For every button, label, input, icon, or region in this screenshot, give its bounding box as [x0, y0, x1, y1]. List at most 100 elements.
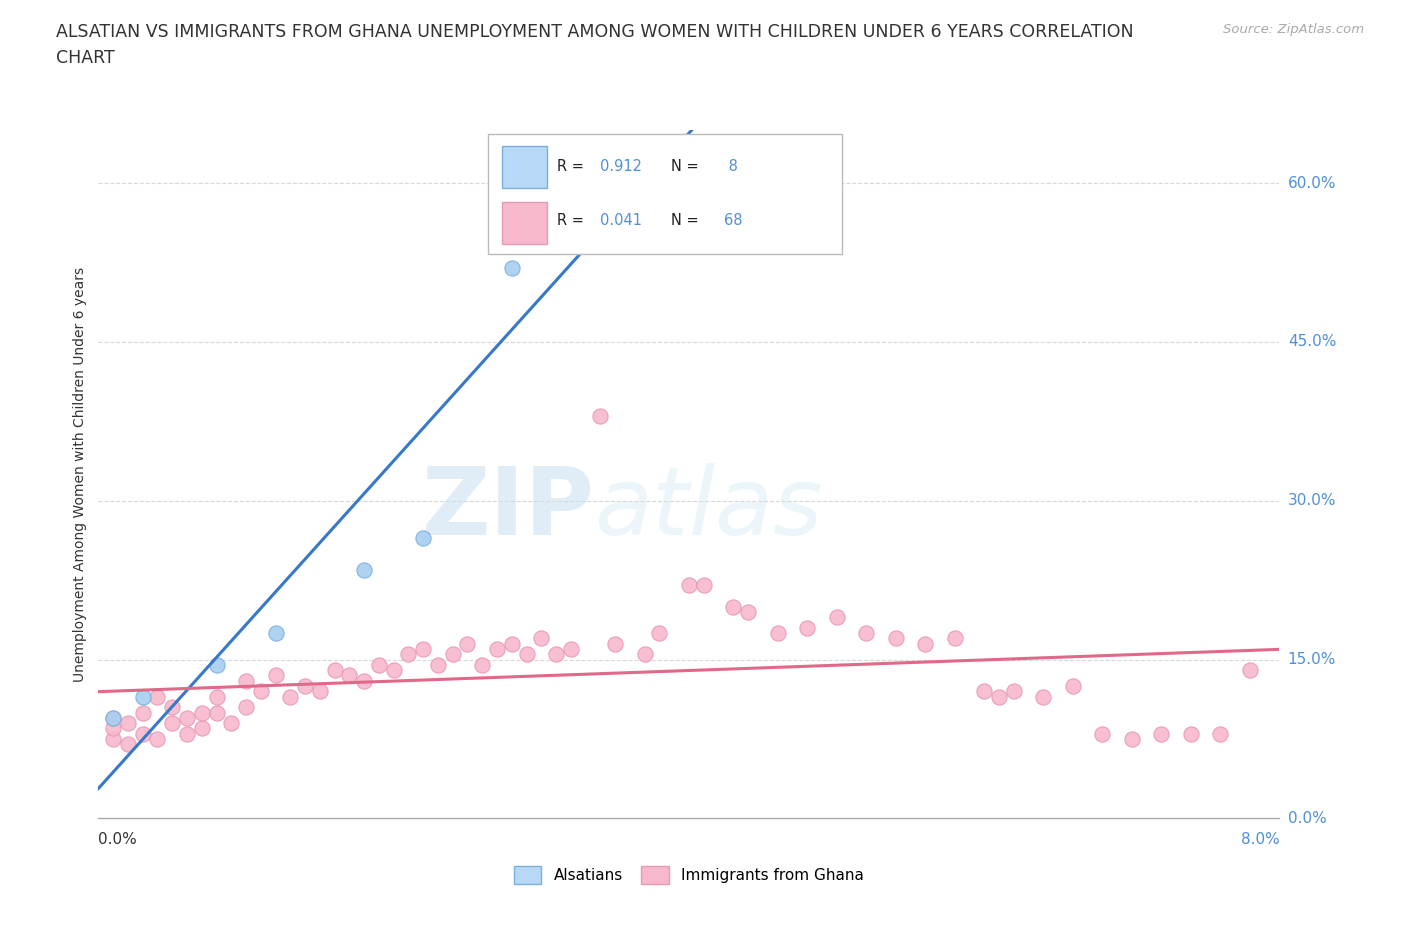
Point — [1032, 689, 1054, 704]
Point — [471, 658, 494, 672]
Text: R =: R = — [557, 159, 588, 174]
Point — [205, 658, 228, 672]
Point — [693, 578, 716, 593]
Point — [1062, 679, 1084, 694]
Point — [103, 711, 125, 725]
Point — [117, 737, 139, 751]
Text: ALSATIAN VS IMMIGRANTS FROM GHANA UNEMPLOYMENT AMONG WOMEN WITH CHILDREN UNDER 6: ALSATIAN VS IMMIGRANTS FROM GHANA UNEMPL… — [56, 23, 1133, 41]
Y-axis label: Unemployment Among Women with Children Under 6 years: Unemployment Among Women with Children U… — [73, 267, 87, 682]
Point — [117, 716, 139, 731]
Point — [176, 726, 198, 741]
Point — [530, 631, 553, 645]
Point — [1209, 726, 1232, 741]
Point — [103, 721, 125, 736]
Point — [221, 716, 243, 731]
Text: 0.0%: 0.0% — [1288, 811, 1326, 826]
Point — [723, 599, 745, 614]
Point — [412, 642, 434, 657]
Point — [973, 684, 995, 698]
Point — [560, 642, 582, 657]
Text: Source: ZipAtlas.com: Source: ZipAtlas.com — [1223, 23, 1364, 36]
Point — [398, 647, 420, 662]
Point — [855, 626, 877, 641]
Point — [1121, 732, 1143, 747]
Text: 45.0%: 45.0% — [1288, 335, 1336, 350]
Point — [884, 631, 907, 645]
Point — [353, 673, 375, 688]
Point — [146, 689, 169, 704]
Point — [132, 705, 155, 720]
Point — [280, 689, 302, 704]
Point — [235, 699, 257, 714]
Point — [205, 705, 228, 720]
Point — [796, 620, 818, 635]
Point — [1239, 663, 1261, 678]
Point — [250, 684, 273, 698]
Point — [235, 673, 257, 688]
Text: CHART: CHART — [56, 49, 115, 67]
Point — [648, 626, 671, 641]
Point — [309, 684, 332, 698]
Legend: Alsatians, Immigrants from Ghana: Alsatians, Immigrants from Ghana — [508, 860, 870, 890]
Point — [501, 260, 523, 275]
Point — [146, 732, 169, 747]
Point — [943, 631, 966, 645]
Point — [501, 636, 523, 651]
Point — [1150, 726, 1173, 741]
Point — [103, 732, 125, 747]
Point — [457, 636, 479, 651]
Point — [176, 711, 198, 725]
Text: 15.0%: 15.0% — [1288, 652, 1336, 667]
Point — [560, 181, 582, 196]
Point — [516, 647, 538, 662]
Point — [368, 658, 391, 672]
Point — [546, 647, 568, 662]
Point — [162, 716, 183, 731]
Point — [766, 626, 789, 641]
Point — [323, 663, 346, 678]
Point — [1091, 726, 1114, 741]
Point — [264, 626, 287, 641]
Point — [1002, 684, 1025, 698]
Text: 0.041: 0.041 — [600, 214, 643, 229]
Point — [427, 658, 450, 672]
Text: 0.0%: 0.0% — [98, 832, 138, 847]
Text: 8.0%: 8.0% — [1240, 832, 1279, 847]
Point — [441, 647, 464, 662]
Text: ZIP: ZIP — [422, 463, 595, 554]
Point — [1180, 726, 1202, 741]
Point — [737, 604, 759, 619]
Point — [988, 689, 1011, 704]
Point — [589, 408, 612, 423]
Point — [339, 668, 361, 683]
Text: R =: R = — [557, 214, 588, 229]
Text: 60.0%: 60.0% — [1288, 176, 1336, 191]
Point — [191, 705, 214, 720]
Point — [914, 636, 936, 651]
Text: 8: 8 — [724, 159, 738, 174]
Point — [412, 530, 434, 545]
Point — [191, 721, 214, 736]
Point — [264, 668, 287, 683]
Point — [353, 562, 375, 577]
Text: 30.0%: 30.0% — [1288, 493, 1336, 509]
Text: 68: 68 — [724, 214, 742, 229]
Text: atlas: atlas — [595, 463, 823, 554]
Point — [294, 679, 316, 694]
FancyBboxPatch shape — [502, 203, 547, 245]
Text: N =: N = — [671, 159, 703, 174]
Point — [486, 642, 509, 657]
Point — [382, 663, 405, 678]
Point — [634, 647, 657, 662]
Point — [605, 636, 627, 651]
FancyBboxPatch shape — [502, 146, 547, 188]
Text: N =: N = — [671, 214, 703, 229]
Point — [678, 578, 700, 593]
Point — [132, 726, 155, 741]
Point — [825, 610, 848, 625]
FancyBboxPatch shape — [488, 134, 842, 254]
Text: 0.912: 0.912 — [600, 159, 643, 174]
Point — [103, 711, 125, 725]
Point — [132, 689, 155, 704]
Point — [205, 689, 228, 704]
